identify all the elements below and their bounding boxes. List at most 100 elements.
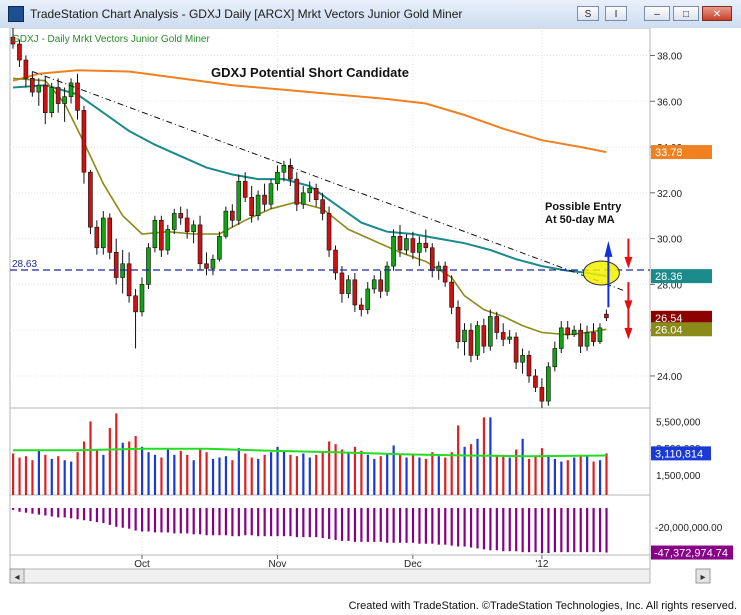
candle-up: [165, 229, 171, 251]
indicator-bar: [82, 508, 86, 521]
volume-bar: [160, 457, 163, 495]
price-tick-label: 32.00: [657, 189, 682, 200]
indicator-bar: [321, 508, 324, 539]
indicator-bar: [457, 508, 460, 547]
volume-average-line: [13, 447, 607, 458]
scroll-left-button[interactable]: [9, 568, 25, 584]
candle-down: [30, 78, 35, 93]
volume-bar: [250, 457, 253, 495]
candle-up: [487, 316, 493, 347]
indicator-bar: [502, 508, 505, 552]
blue-arrowhead-icon: [604, 240, 613, 257]
indicator-bar: [199, 508, 202, 535]
candle-down: [204, 263, 209, 269]
candle-up: [384, 265, 390, 292]
volume-bar: [392, 445, 395, 495]
volume-bar: [540, 448, 544, 495]
indicator-bar: [166, 508, 169, 533]
volume-bar: [57, 456, 60, 495]
candle-up: [346, 279, 351, 294]
price-tag-label: 26.54: [655, 313, 683, 325]
indicator-bar: [515, 508, 518, 552]
candle-up: [101, 217, 106, 249]
candle-down: [159, 219, 164, 251]
indicator-bar: [566, 508, 569, 553]
indicator-bar: [289, 508, 292, 537]
indicator-bar: [173, 508, 176, 534]
horizontal-scrollbar[interactable]: [9, 568, 651, 584]
indicator-bar: [482, 508, 486, 550]
red-arrowhead-icon: [624, 327, 633, 340]
candle-down: [94, 226, 100, 249]
close-button[interactable]: ✕: [702, 6, 732, 21]
indicator-bar: [18, 508, 21, 512]
candle-down: [288, 165, 293, 180]
scroll-right-arrow-icon: ▸: [700, 572, 705, 583]
indicator-bar: [231, 508, 234, 537]
candle-up: [300, 192, 306, 205]
volume-bar: [263, 454, 266, 495]
candle-down: [133, 295, 138, 313]
volume-bar: [502, 454, 505, 495]
candle-up: [597, 327, 603, 342]
candle-down: [533, 375, 538, 388]
indicator-bar: [489, 508, 492, 551]
indicator-bar: [76, 508, 79, 520]
volume-bar: [469, 444, 473, 495]
indicator-bar: [521, 508, 524, 553]
indicator-bar: [560, 508, 563, 553]
volume-tick-label: 5,500,000: [656, 417, 701, 428]
indicator-bar: [508, 508, 511, 552]
indicator-last-label: -47,372,974.74: [654, 548, 728, 560]
volume-bar: [463, 446, 466, 495]
price-tag-label: 28.36: [655, 271, 683, 283]
price-tick-label: 38.00: [657, 51, 682, 62]
volume-bar: [24, 456, 28, 495]
volume-bar: [257, 458, 260, 495]
candle-down: [326, 213, 332, 251]
volume-bar: [528, 458, 531, 495]
minimize-button[interactable]: –: [644, 6, 670, 21]
symbol-link-button[interactable]: S: [577, 6, 599, 21]
indicator-bar: [224, 508, 228, 536]
volume-bar: [12, 453, 15, 495]
maximize-button[interactable]: □: [673, 6, 699, 21]
candle-up: [152, 219, 158, 249]
interval-link-button[interactable]: I: [605, 6, 627, 21]
volume-bar: [199, 449, 202, 495]
candle-down: [230, 210, 235, 221]
volume-bar: [108, 428, 111, 495]
volume-bar: [450, 452, 453, 495]
indicator-bar: [353, 508, 357, 542]
date-tick-label: Nov: [269, 559, 287, 570]
volume-bar: [121, 442, 124, 495]
indicator-bar: [141, 508, 144, 532]
candle-up: [307, 187, 313, 194]
indicator-bar: [392, 508, 395, 543]
price-tag: [651, 322, 712, 337]
red-arrowhead-icon: [624, 256, 633, 269]
candle-up: [436, 265, 442, 271]
volume-bar: [231, 460, 234, 495]
candle-down: [184, 217, 190, 233]
candle-up: [281, 165, 287, 173]
indicator-bar: [237, 508, 240, 537]
volume-bar: [353, 446, 357, 495]
window-titlebar: TradeStation Chart Analysis - GDXJ Daily…: [0, 0, 741, 29]
volume-bar: [141, 446, 144, 495]
candle-down: [526, 355, 532, 377]
scroll-right-button[interactable]: [695, 568, 711, 584]
indicator-bar: [12, 508, 15, 510]
candle-up: [62, 96, 67, 104]
candle-down: [494, 316, 500, 333]
volume-bar: [102, 454, 105, 495]
indicator-bar: [315, 508, 318, 538]
volume-bar: [437, 456, 440, 495]
candle-down: [55, 87, 61, 104]
indicator-bar: [57, 508, 60, 518]
indicator-bar: [450, 508, 453, 546]
indicator-bar: [147, 508, 150, 532]
price-tag-label: 26.04: [655, 324, 683, 336]
